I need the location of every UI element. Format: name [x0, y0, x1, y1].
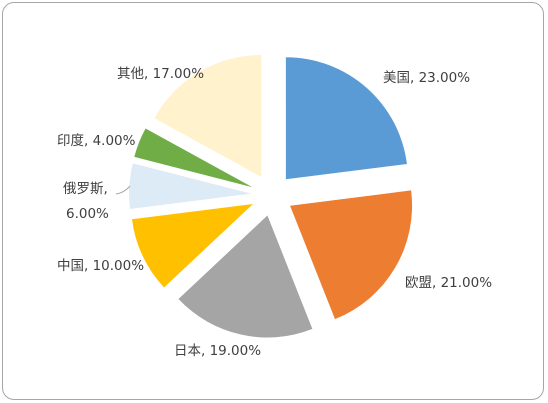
slice-label-russia-line1: 俄罗斯,	[63, 181, 108, 197]
slice-label-russia-line2: 6.00%	[66, 206, 109, 222]
slice-label-india: 印度, 4.00%	[57, 133, 136, 149]
slice-label-china: 中国, 10.00%	[57, 258, 144, 274]
pie-slice-japan	[178, 215, 313, 338]
pie-slice-russia	[129, 163, 252, 209]
slice-label-usa: 美国, 23.00%	[383, 70, 470, 86]
russia-leader-line	[115, 185, 131, 195]
pie-slice-china	[131, 203, 253, 288]
pie-slices	[129, 54, 413, 338]
pie-slice-eu	[290, 190, 413, 320]
pie-slice-other	[154, 54, 262, 177]
pie-slice-india	[134, 128, 253, 188]
slice-label-eu: 欧盟, 21.00%	[405, 275, 492, 291]
pie-slice-usa	[285, 57, 407, 180]
slice-label-japan: 日本, 19.00%	[174, 343, 261, 359]
slice-label-other: 其他, 17.00%	[117, 66, 204, 82]
